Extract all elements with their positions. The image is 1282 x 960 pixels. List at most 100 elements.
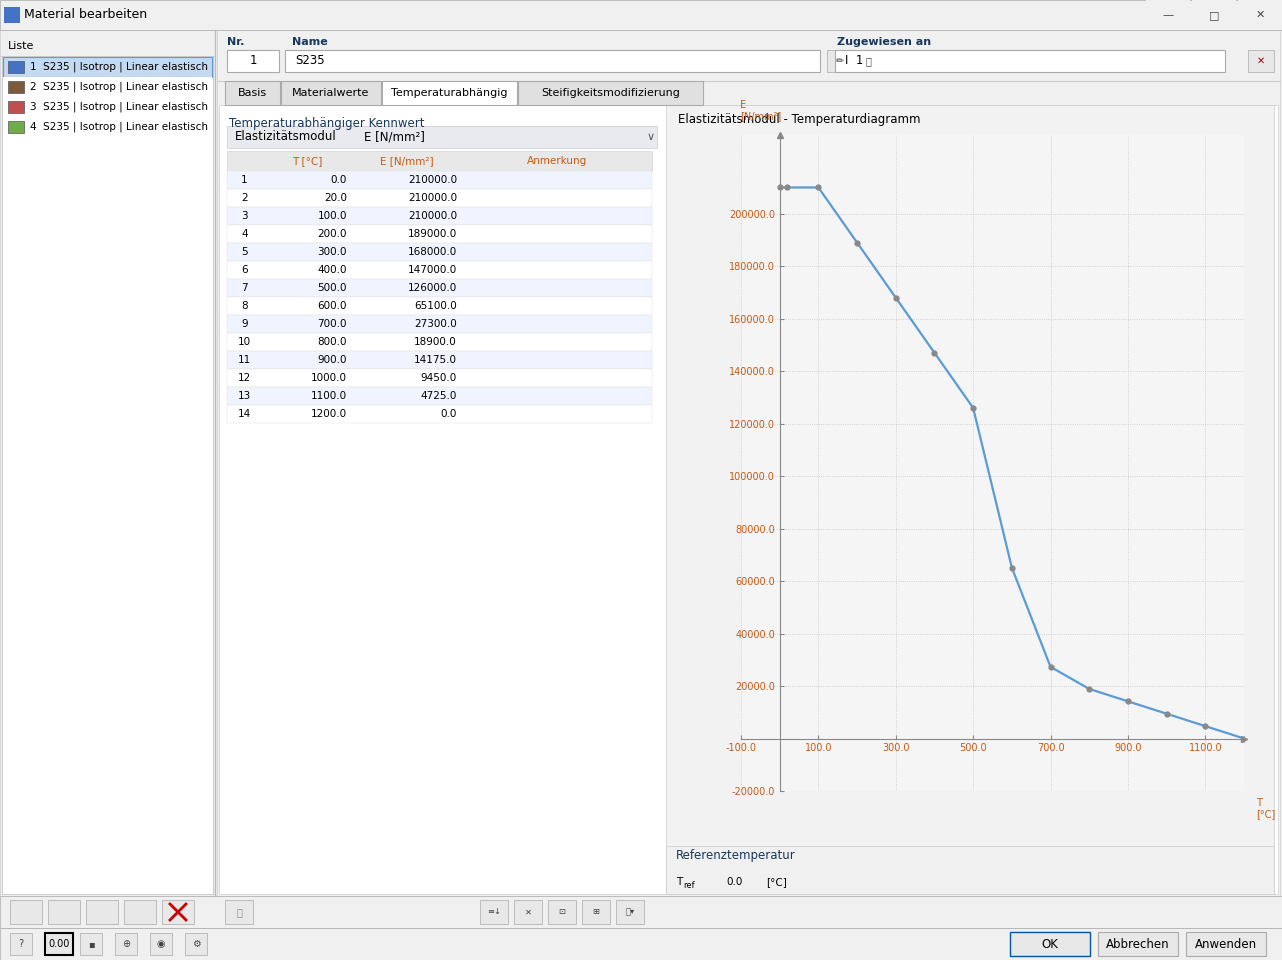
Bar [0,30,215,896]
Text: ref: ref [683,880,695,890]
Bar [855,50,881,72]
Bar [3,97,212,117]
Bar [8,121,24,133]
Text: Material bearbeiten: Material bearbeiten [24,9,147,21]
Text: ◉: ◉ [156,939,165,949]
Bar [1097,932,1178,956]
Text: ⊡: ⊡ [559,907,565,917]
Bar [827,50,853,72]
Text: —: — [1163,10,1173,20]
Bar [4,7,21,23]
Bar [227,126,656,148]
Text: 5: 5 [241,247,247,257]
Bar [667,105,1274,894]
Text: Steifigkeitsmodifizierung: Steifigkeitsmodifizierung [541,88,679,98]
Text: Abbrechen: Abbrechen [1106,938,1169,950]
Bar [227,315,653,333]
Text: Referenztemperatur: Referenztemperatur [676,850,796,862]
Bar [227,189,653,207]
Bar [835,50,1226,72]
Text: 900.0: 900.0 [318,355,347,365]
Text: ▪: ▪ [87,939,95,949]
Bar [79,933,103,955]
Text: 0.00: 0.00 [49,939,69,949]
Bar [667,846,1274,894]
Text: Anwenden: Anwenden [1195,938,1258,950]
Text: 4725.0: 4725.0 [420,391,456,401]
Text: 1  S235 | Isotrop | Linear elastisch: 1 S235 | Isotrop | Linear elastisch [29,61,208,72]
Text: E
[N/mm²]: E [N/mm²] [740,100,782,121]
Bar [8,81,24,93]
Bar [227,279,653,297]
Bar [1146,0,1190,30]
Bar [185,933,206,955]
Text: 1000.0: 1000.0 [312,373,347,383]
Text: 168000.0: 168000.0 [408,247,456,257]
Bar [227,171,653,189]
Bar [0,928,1282,960]
Bar [227,207,653,225]
Bar [285,50,820,72]
Bar [226,81,279,105]
Text: □: □ [1209,10,1219,20]
Text: ⊞: ⊞ [592,907,600,917]
Text: 1200.0: 1200.0 [310,409,347,419]
Text: 147000.0: 147000.0 [408,265,456,275]
Text: ∨: ∨ [647,132,655,142]
Text: 3  S235 | Isotrop | Linear elastisch: 3 S235 | Isotrop | Linear elastisch [29,102,208,112]
Text: Elastizitätsmodul: Elastizitätsmodul [235,131,337,143]
Text: 18900.0: 18900.0 [414,337,456,347]
Bar [3,57,212,77]
Text: S235: S235 [295,55,324,67]
Text: 600.0: 600.0 [318,301,347,311]
Text: 2: 2 [241,193,247,203]
Bar [1238,0,1282,30]
Text: 6: 6 [241,265,247,275]
Bar [8,61,24,73]
Bar [227,261,653,279]
Bar [227,369,653,387]
Text: 20.0: 20.0 [324,193,347,203]
Text: 📋: 📋 [865,56,870,66]
Text: 4  S235 | Isotrop | Linear elastisch: 4 S235 | Isotrop | Linear elastisch [29,122,208,132]
Text: [°C]: [°C] [767,877,787,887]
Bar [0,896,1282,928]
Bar [124,900,156,924]
Bar [226,900,253,924]
Bar [217,30,1279,896]
Text: 400.0: 400.0 [318,265,347,275]
Text: 500.0: 500.0 [318,283,347,293]
Bar [479,900,508,924]
Text: 3: 3 [241,211,247,221]
Text: 2  S235 | Isotrop | Linear elastisch: 2 S235 | Isotrop | Linear elastisch [29,82,208,92]
Bar [227,297,653,315]
Text: 4: 4 [241,229,247,239]
Text: 8: 8 [241,301,247,311]
Text: Elastizitätsmodul - Temperaturdiagramm: Elastizitätsmodul - Temperaturdiagramm [678,113,920,127]
Bar [45,933,73,955]
Text: ✕: ✕ [1256,56,1265,66]
Text: Liste: Liste [8,41,35,51]
Text: 700.0: 700.0 [318,319,347,329]
Text: 1: 1 [241,175,247,185]
Text: 13: 13 [238,391,251,401]
Text: E [N/mm²]: E [N/mm²] [364,131,424,143]
Text: 189000.0: 189000.0 [408,229,456,239]
Text: Basis: Basis [238,88,267,98]
Bar [227,50,279,72]
Text: 0.0: 0.0 [726,877,742,887]
Text: E [N/mm²]: E [N/mm²] [381,156,433,166]
Text: Nr.: Nr. [227,37,245,47]
Bar [615,900,644,924]
Bar [115,933,137,955]
Bar [547,900,576,924]
Bar [227,405,653,423]
Text: 126000.0: 126000.0 [408,283,456,293]
Text: 7: 7 [241,283,247,293]
Text: Temperaturabhängig: Temperaturabhängig [391,88,508,98]
Text: 1100.0: 1100.0 [310,391,347,401]
Text: 27300.0: 27300.0 [414,319,456,329]
Bar [150,933,172,955]
Bar [1010,932,1090,956]
Text: 210000.0: 210000.0 [408,175,456,185]
